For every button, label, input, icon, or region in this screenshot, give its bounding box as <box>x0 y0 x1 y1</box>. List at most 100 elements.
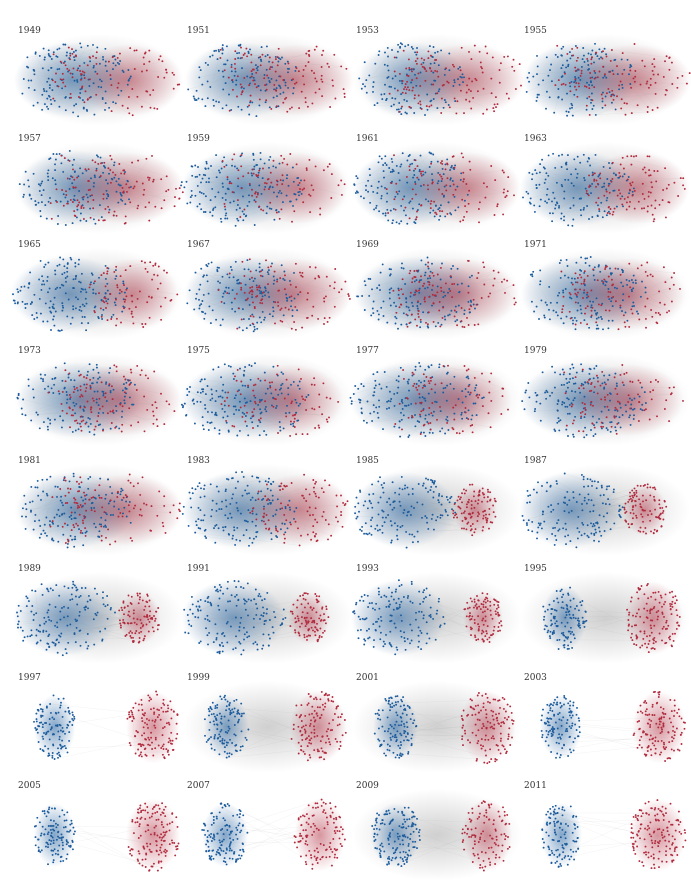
republican-node <box>303 83 306 86</box>
republican-node <box>240 86 243 88</box>
democrat-node <box>43 283 46 286</box>
democrat-node <box>223 363 226 366</box>
democrat-node <box>286 299 289 302</box>
democrat-node <box>106 193 109 196</box>
democrat-node <box>278 421 281 423</box>
republican-node <box>82 218 85 220</box>
republican-node <box>579 288 582 291</box>
democrat-node <box>274 166 277 169</box>
democrat-node <box>254 396 257 399</box>
republican-node <box>411 188 414 191</box>
edge <box>88 289 127 324</box>
democrat-node <box>441 167 444 170</box>
democrat-node <box>553 386 556 389</box>
republican-node <box>110 84 113 87</box>
republican-node <box>231 191 234 194</box>
republican-node <box>89 387 92 390</box>
republican-node <box>259 301 262 304</box>
democrat-node <box>213 50 216 52</box>
democrat-node <box>60 329 63 332</box>
democrat-node <box>545 172 548 175</box>
republican-node <box>324 295 327 298</box>
republican-node <box>173 73 175 76</box>
democrat-node <box>223 404 226 407</box>
edge <box>384 187 449 203</box>
democrat-node <box>565 66 568 69</box>
democrat-node <box>97 412 100 414</box>
edge <box>181 404 315 410</box>
republican-node <box>453 97 456 100</box>
republican-node <box>673 181 676 184</box>
democrat-node <box>277 105 280 108</box>
democrat-node <box>633 407 636 410</box>
democrat-node <box>474 402 477 405</box>
republican-node <box>66 177 69 180</box>
democrat-node <box>199 69 202 72</box>
democrat-node <box>368 294 371 297</box>
republican-node <box>439 405 441 408</box>
edge <box>629 398 658 417</box>
republican-node <box>261 302 264 305</box>
democrat-node <box>82 288 84 291</box>
edge <box>189 391 243 413</box>
democrat-node <box>589 256 592 258</box>
democrat-node <box>132 403 135 406</box>
edge <box>124 383 131 404</box>
democrat-node <box>617 267 620 270</box>
republican-node <box>398 306 401 309</box>
edge <box>59 264 95 308</box>
republican-node <box>221 160 224 162</box>
republican-node <box>165 68 168 71</box>
edge <box>78 379 91 430</box>
democrat-node <box>354 385 357 387</box>
republican-node <box>424 68 427 71</box>
republican-node <box>100 381 103 384</box>
republican-node <box>96 420 99 423</box>
democrat-node <box>261 269 264 271</box>
democrat-node <box>435 401 438 404</box>
year-label: 1961 <box>356 134 379 144</box>
democrat-node <box>411 207 414 210</box>
republican-node <box>290 327 293 330</box>
democrat-node <box>362 385 365 388</box>
democrat-node <box>586 97 589 100</box>
republican-node <box>394 423 397 425</box>
republican-node <box>453 166 456 169</box>
republican-node <box>227 76 230 79</box>
democrat-node <box>595 421 598 424</box>
republican-node <box>308 49 311 52</box>
democrat-node <box>253 277 256 280</box>
democrat-node <box>390 85 393 88</box>
democrat-node <box>392 207 395 210</box>
republican-node <box>486 52 489 55</box>
republican-node <box>95 51 98 54</box>
democrat-node <box>566 59 569 62</box>
democrat-node <box>386 321 389 324</box>
democrat-node <box>397 375 400 378</box>
democrat-node <box>250 365 253 367</box>
democrat-node <box>215 154 218 157</box>
republican-node <box>326 165 329 168</box>
democrat-node <box>64 43 67 46</box>
democrat-node <box>38 297 41 300</box>
democrat-node <box>292 380 295 383</box>
republican-node <box>681 74 684 77</box>
republican-node <box>434 69 437 72</box>
democrat-node <box>468 383 471 386</box>
democrat-node <box>547 154 550 157</box>
republican-node <box>236 75 239 78</box>
edge <box>235 261 292 329</box>
democrat-node <box>197 97 200 100</box>
democrat-node <box>73 404 76 407</box>
edge <box>599 174 653 188</box>
republican-node <box>490 77 493 80</box>
democrat-node <box>194 175 197 178</box>
republican-node <box>89 408 92 411</box>
republican-node <box>252 301 254 304</box>
democrat-node <box>226 178 229 181</box>
republican-node <box>100 274 103 277</box>
democrat-node <box>621 175 624 178</box>
democrat-node <box>602 328 604 331</box>
democrat-node <box>218 266 220 269</box>
republican-node <box>429 202 432 205</box>
